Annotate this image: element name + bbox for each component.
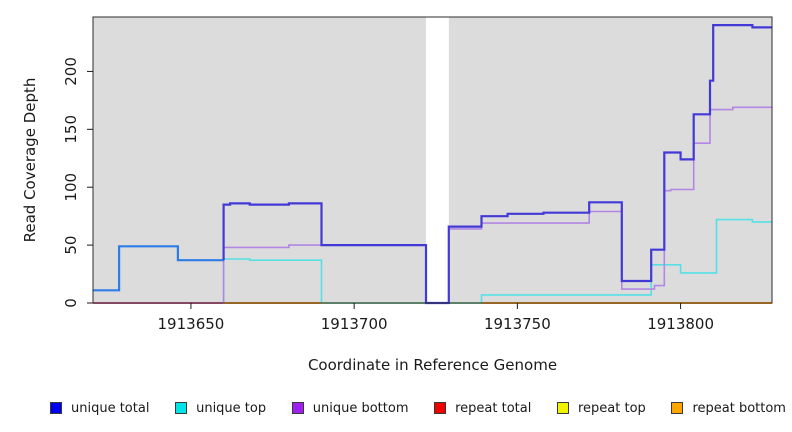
y-tick-label: 50 [62,236,80,255]
legend-label: repeat top [578,400,646,416]
x-axis-title: Coordinate in Reference Genome [307,356,558,374]
series-line-unique-top [480,218,772,303]
legend-swatch-icon [291,402,304,414]
y-tick-label: 200 [62,57,80,86]
y-axis-title: Read Coverage Depth [21,77,39,243]
y-tick-label: 100 [62,173,80,202]
legend-swatch-icon [671,402,684,414]
legend-item-repeat-top: repeat top [557,401,646,416]
legend-item-unique-top: unique top [175,401,266,416]
legend: unique total unique top unique bottom repea… [50,397,786,419]
plot-border [92,16,773,304]
y-tick-label: 150 [62,115,80,144]
series-line-unique-bottom [447,106,772,303]
legend-swatch-icon [434,402,447,414]
legend-item-repeat-bottom: repeat bottom [671,401,786,416]
legend-swatch-icon [50,402,62,414]
legend-item-repeat-total: repeat total [434,401,531,416]
no-data-gap [425,17,449,303]
x-tick-label: 1913700 [321,315,388,333]
legend-label: unique top [196,400,267,416]
legend-label: unique bottom [312,400,409,416]
x-tick-label: 1913750 [484,315,551,333]
y-tick-label: 0 [62,298,80,308]
legend-swatch-icon [557,402,569,414]
legend-label: unique total [71,400,150,416]
x-tick-label: 1913800 [647,315,714,333]
series-line-unique-total [222,24,772,305]
x-tick-label: 1913650 [158,315,225,333]
legend-label: repeat bottom [692,400,786,416]
legend-swatch-icon [175,402,188,414]
series-line-unique-total [93,245,224,292]
legend-item-unique-bottom: unique bottom [291,400,409,416]
legend-item-unique-total: unique total [50,401,149,416]
legend-label: repeat total [455,400,532,416]
